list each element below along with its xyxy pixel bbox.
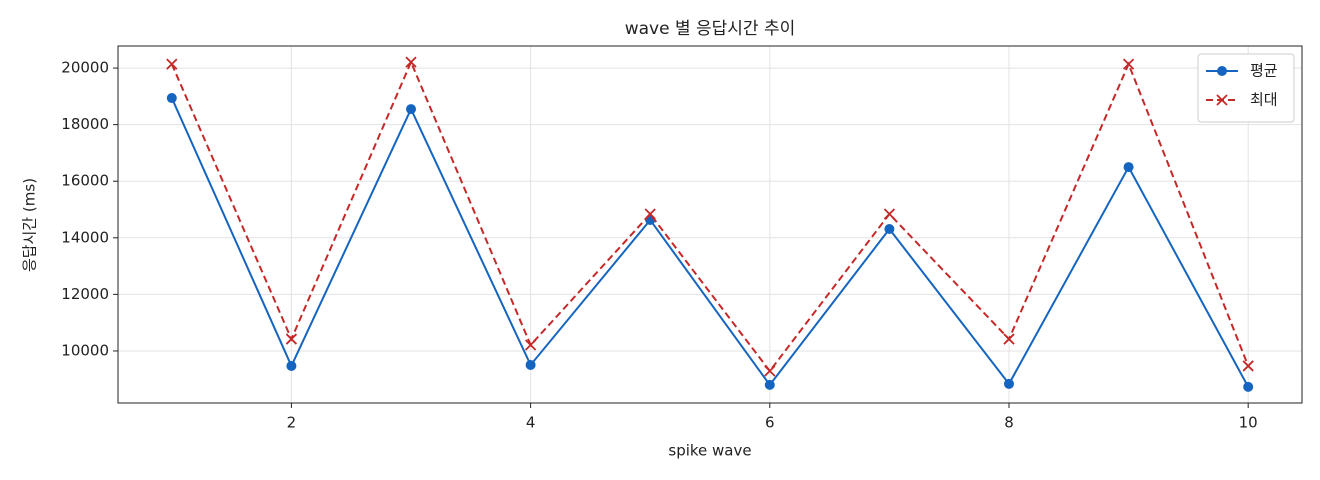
data-point (405, 56, 417, 68)
data-point (166, 93, 177, 104)
chart-title: wave 별 응답시간 추이 (625, 19, 796, 39)
series-line (170, 97, 1250, 388)
x-tick-label: 4 (526, 414, 536, 432)
data-point (1003, 333, 1015, 345)
x-axis-label: spike wave (668, 442, 751, 460)
data-point (1243, 381, 1254, 392)
data-point (1003, 378, 1014, 389)
legend-label: 최대 (1250, 91, 1278, 109)
data-point (884, 224, 895, 235)
data-point (406, 104, 417, 115)
y-axis-label: 응답시간 (ms) (21, 178, 39, 272)
data-point (1123, 162, 1134, 173)
y-tick-label: 16000 (61, 172, 109, 190)
series-line (170, 59, 1250, 373)
x-tick-label: 10 (1239, 414, 1258, 432)
data-point (764, 379, 775, 390)
y-tick-label: 20000 (61, 59, 109, 77)
data-point (286, 360, 297, 371)
data-point (1242, 360, 1254, 372)
data-point (525, 359, 536, 370)
y-tick-label: 10000 (61, 341, 109, 359)
legend-marker (1217, 66, 1227, 76)
data-point (1122, 58, 1135, 70)
y-tick-label: 12000 (61, 285, 109, 303)
x-tick-label: 8 (1004, 414, 1014, 432)
data-point (764, 365, 776, 377)
y-tick-label: 14000 (61, 228, 109, 246)
data-point (166, 58, 178, 70)
data-point (524, 339, 537, 351)
x-tick-label: 6 (765, 414, 775, 432)
legend-box (1197, 53, 1295, 123)
y-tick-label: 18000 (61, 115, 109, 133)
legend-marker (1216, 94, 1228, 106)
plot-frame (117, 45, 1303, 404)
data-point (644, 208, 656, 220)
data-point (285, 333, 298, 345)
legend-label: 평균 (1250, 62, 1278, 80)
x-tick-label: 2 (287, 414, 297, 432)
data-point (883, 208, 896, 220)
